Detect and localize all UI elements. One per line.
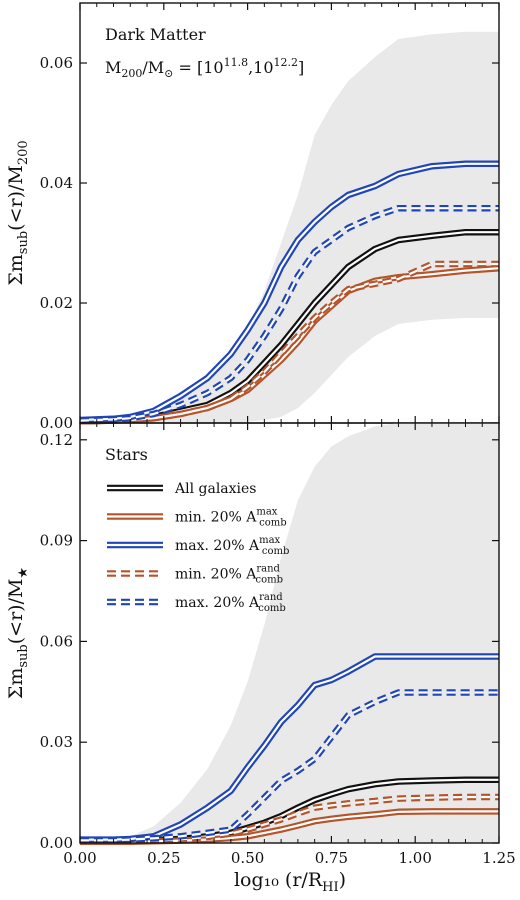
mass-range-part: ] [298,58,304,77]
x-tick-label: 0.25 [147,849,180,867]
mass-range-label: M200/M⊙ = [1011.8,1012.2] [105,56,304,80]
x-tick-label: 0.75 [315,849,348,867]
x-tick-label: 1.00 [398,849,431,867]
y-tick-label: 0.02 [40,294,73,312]
scatter-band [80,31,499,424]
legend-label-max_rand: max. 20% Arand comb [175,592,286,614]
y-axis-label-sub: 200 [16,140,31,165]
y-axis-label-sub: sub [16,231,31,254]
mass-range-exp: 12.2 [274,56,299,69]
y-tick-label: 0.06 [40,632,73,650]
y-axis-label: Σmsub(<r)/M★ [5,567,31,699]
y-tick-label: 0.12 [40,431,73,449]
mass-range-sub: ⊙ [164,67,173,80]
legend-label-min: min. 20% Amax comb [175,507,287,529]
x-tick-label: 0.50 [231,849,264,867]
legend-label-sub: comb [258,603,286,614]
legend-label-sup: rand [259,592,283,603]
x-axis-label: log₁₀ (r/RHI) [234,869,346,895]
series-line-inner-max_rand [80,691,499,842]
x-tick-label: 0.00 [63,849,96,867]
series-line-inner-max_rand [79,207,499,422]
mass-range-part: ,10 [248,58,273,77]
y-tick-label: 0.00 [40,414,73,432]
y-tick-label: 0.04 [40,174,73,192]
y-axis-label-part: Σm [5,668,27,699]
y-axis-label-sub: ★ [16,567,31,579]
y-axis-label-part: (<r)/M [5,579,27,645]
y-tick-label: 0.06 [40,54,73,72]
y-tick-label: 0.00 [40,834,73,852]
panel-annotation: Stars [105,445,148,464]
y-axis-label-part: (<r)/M [5,165,27,231]
y-axis-label-sub: sub [16,644,31,667]
legend-label-min_rand: min. 20% Arand comb [175,564,283,586]
legend-label-max: max. 20% Amax comb [175,535,289,557]
mass-range-part: M [105,58,121,77]
mass-range-part: /M [142,58,164,77]
y-tick-label: 0.03 [40,733,73,751]
scatter-band [80,423,499,843]
y-axis-label: Σmsub(<r)/M200 [5,140,31,285]
series-line-inner-min_rand [79,262,499,423]
legend-label-text: max. 20% A [175,595,260,611]
legend-label-sup: max [256,507,277,518]
legend-label-sup: max [259,535,280,546]
legend-label-all: All galaxies [174,481,257,497]
legend-label-text: min. 20% A [175,567,257,583]
legend-label-sub: comb [259,518,287,529]
panel-annotation: Dark Matter [105,25,206,44]
x-tick-label: 1.25 [482,849,515,867]
mass-range-sub: 200 [121,67,142,80]
legend-label-text: All galaxies [174,481,257,497]
mass-range-exp: 11.8 [224,56,249,69]
mass-range-part: = [10 [173,58,223,77]
plot-frame [79,422,500,844]
legend-label-sub: comb [262,546,290,557]
legend-label-sub: comb [256,575,284,586]
stars-panel: 0.00 0.03 0.06 0.09 0.12 0.00 0.25 0.50 0.75 1.00… [5,422,516,867]
legend-label-text: max. 20% A [175,538,260,554]
y-axis-label-part: Σm [5,254,27,285]
legend-label-text: min. 20% A [175,510,257,526]
y-tick-label: 0.09 [40,532,73,550]
legend-label-sup: rand [256,564,280,575]
